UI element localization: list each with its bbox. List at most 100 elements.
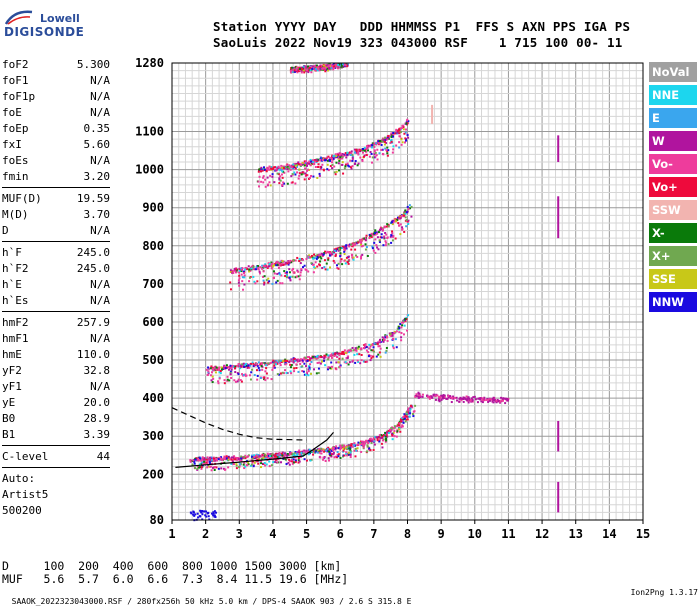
- echo-point: [214, 459, 217, 462]
- param-md: M(D) 3.70: [2, 207, 110, 223]
- echo-point: [229, 371, 232, 374]
- echo-point: [296, 452, 299, 455]
- echo-point: [303, 264, 306, 267]
- echo-point: [310, 256, 313, 259]
- echo-point: [340, 154, 343, 157]
- echo-point: [496, 398, 499, 401]
- echo-point: [346, 153, 349, 156]
- echo-point: [401, 324, 404, 327]
- echo-point: [253, 364, 256, 367]
- echo-point: [326, 250, 329, 253]
- echo-point: [210, 374, 213, 377]
- echo-point: [291, 181, 294, 184]
- echo-point: [336, 266, 339, 269]
- echo-point: [248, 280, 251, 283]
- echo-point: [438, 398, 441, 401]
- param-b0: B0 28.9: [2, 411, 110, 427]
- echo-point: [236, 458, 239, 461]
- echo-point: [468, 399, 471, 402]
- echo-point: [233, 457, 236, 460]
- echo-point: [338, 352, 341, 355]
- echo-point: [305, 160, 308, 163]
- echo-point: [371, 142, 374, 145]
- echo-point: [232, 365, 235, 368]
- param-label: foEs: [2, 154, 29, 167]
- echo-point: [331, 253, 334, 256]
- echo-point: [207, 366, 210, 369]
- echo-point: [273, 264, 276, 267]
- echo-point: [316, 69, 319, 72]
- echo-point: [395, 128, 398, 131]
- echo-point: [359, 362, 362, 365]
- echo-point: [234, 271, 237, 274]
- echo-point: [392, 431, 395, 434]
- echo-point: [268, 181, 271, 184]
- echo-point: [294, 173, 297, 176]
- echo-point: [343, 454, 346, 457]
- echo-point: [262, 270, 265, 273]
- echo-point: [318, 361, 321, 364]
- echo-point: [293, 461, 296, 464]
- echo-point: [360, 450, 363, 453]
- echo-point: [278, 272, 281, 275]
- echo-point: [381, 152, 384, 155]
- echo-point: [270, 267, 273, 270]
- echo-point: [253, 268, 256, 271]
- echo-point: [301, 365, 304, 368]
- echo-point: [324, 459, 327, 462]
- echo-point: [262, 265, 265, 268]
- echo-point: [210, 458, 213, 461]
- echo-point: [278, 373, 281, 376]
- echo-point: [405, 211, 408, 214]
- echo-point: [218, 371, 221, 374]
- echo-point: [278, 451, 281, 454]
- echo-point: [340, 63, 343, 66]
- echo-point: [395, 435, 398, 438]
- echo-point: [192, 510, 195, 513]
- echo-point: [310, 450, 313, 453]
- echo-point: [200, 466, 203, 469]
- echo-point: [275, 360, 278, 363]
- echo-point: [252, 275, 255, 278]
- echo-point: [300, 68, 303, 71]
- echo-point: [277, 454, 280, 457]
- echo-point: [303, 67, 306, 70]
- echo-point: [407, 415, 410, 418]
- echo-point: [388, 137, 391, 140]
- echo-point: [231, 460, 234, 463]
- echo-point: [297, 461, 300, 464]
- echo-point: [235, 268, 238, 271]
- echo-point: [312, 65, 315, 68]
- x-tick-label: 7: [370, 527, 377, 541]
- echo-point: [288, 268, 291, 271]
- echo-point: [302, 69, 305, 72]
- echo-point: [276, 167, 279, 170]
- echo-point: [360, 359, 363, 362]
- echo-point: [278, 178, 281, 181]
- echo-point: [308, 365, 311, 368]
- echo-point: [250, 463, 253, 466]
- echo-point: [347, 349, 350, 352]
- echo-point: [259, 266, 262, 269]
- echo-point: [352, 349, 355, 352]
- echo-point: [326, 368, 329, 371]
- echo-point: [218, 456, 221, 459]
- echo-point: [396, 131, 399, 134]
- echo-point: [347, 445, 350, 448]
- echo-point: [284, 358, 287, 361]
- echo-point: [379, 338, 382, 341]
- echo-point: [404, 212, 407, 215]
- echo-point: [329, 454, 332, 457]
- echo-point: [273, 456, 276, 459]
- echo-point: [333, 65, 336, 68]
- echo-point: [297, 161, 300, 164]
- echo-point: [404, 414, 407, 417]
- echo-point: [284, 362, 287, 365]
- echo-point: [351, 360, 354, 363]
- echo-point: [255, 453, 258, 456]
- echo-point: [374, 229, 377, 232]
- echo-point: [381, 148, 384, 151]
- echo-point: [404, 131, 407, 134]
- echo-point: [317, 163, 320, 166]
- echo-point: [292, 458, 295, 461]
